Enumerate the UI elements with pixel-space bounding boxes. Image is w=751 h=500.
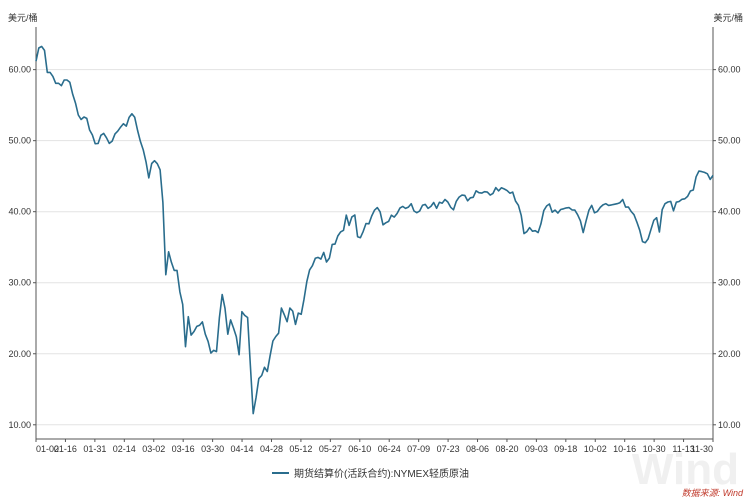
y-tick-label-right: 10.00 [718, 420, 741, 430]
x-tick-label: 09-18 [554, 444, 577, 454]
x-tick-label: 01-31 [83, 444, 106, 454]
x-tick-label: 07-09 [407, 444, 430, 454]
grid-lines [36, 69, 713, 426]
x-tick-label: 04-14 [231, 444, 254, 454]
legend[interactable]: 期货结算价(活跃合约):NYMEX轻质原油 [272, 465, 469, 480]
y-tick-label-left: 50.00 [8, 136, 31, 146]
x-tick-label: 10-30 [643, 444, 666, 454]
x-tick-label: 07-23 [437, 444, 460, 454]
x-tick-label: 05-12 [289, 444, 312, 454]
x-tick-label: 08-06 [466, 444, 489, 454]
y-tick-label-left: 30.00 [8, 278, 31, 288]
x-tick-label: 03-30 [201, 444, 224, 454]
x-tick-label: 06-24 [378, 444, 401, 454]
x-tick-label: 11-13 [672, 444, 694, 454]
y-tick-label-right: 60.00 [718, 65, 741, 75]
x-tick-label: 09-03 [525, 444, 548, 454]
x-tick-label: 10-16 [613, 444, 636, 454]
x-tick-label: 01-02 [36, 444, 59, 454]
series-layer [35, 45, 714, 415]
y-tick-label-right: 30.00 [718, 278, 741, 288]
x-tick-label: 02-14 [113, 444, 136, 454]
x-tick-label: 04-28 [260, 444, 283, 454]
y-axis-unit-left: 美元/桶 [8, 13, 38, 23]
y-tick-label-left: 20.00 [8, 349, 31, 359]
x-tick-label: 01-16 [54, 444, 77, 454]
series-line-wti [35, 45, 714, 415]
data-source: 数据来源: Wind [681, 488, 743, 498]
y-axis-unit-right: 美元/桶 [713, 13, 743, 23]
x-tick-label: 03-02 [142, 444, 165, 454]
y-tick-label-right: 40.00 [718, 207, 741, 217]
legend-line-swatch [272, 471, 289, 474]
y-tick-label-right: 50.00 [718, 136, 741, 146]
y-tick-label-right: 20.00 [718, 349, 741, 359]
tick-labels: 10.00 10.00 20.00 20.00 30.00 30.00 40.00 40.00… [8, 65, 740, 454]
x-tick-label: 08-20 [495, 444, 518, 454]
y-tick-label-left: 60.00 [8, 65, 31, 75]
x-tick-label: 06-10 [348, 444, 371, 454]
y-tick-label-left: 40.00 [8, 207, 31, 217]
x-tick-label: 05-27 [319, 444, 342, 454]
x-tick-label: 03-16 [172, 444, 195, 454]
x-tick-label: 10-02 [584, 444, 607, 454]
x-tick-label: 11-30 [691, 444, 713, 454]
axes [33, 27, 716, 442]
y-tick-label-left: 10.00 [8, 420, 31, 430]
watermark: Wind [631, 445, 739, 494]
legend-label: 期货结算价(活跃合约):NYMEX轻质原油 [294, 469, 469, 480]
